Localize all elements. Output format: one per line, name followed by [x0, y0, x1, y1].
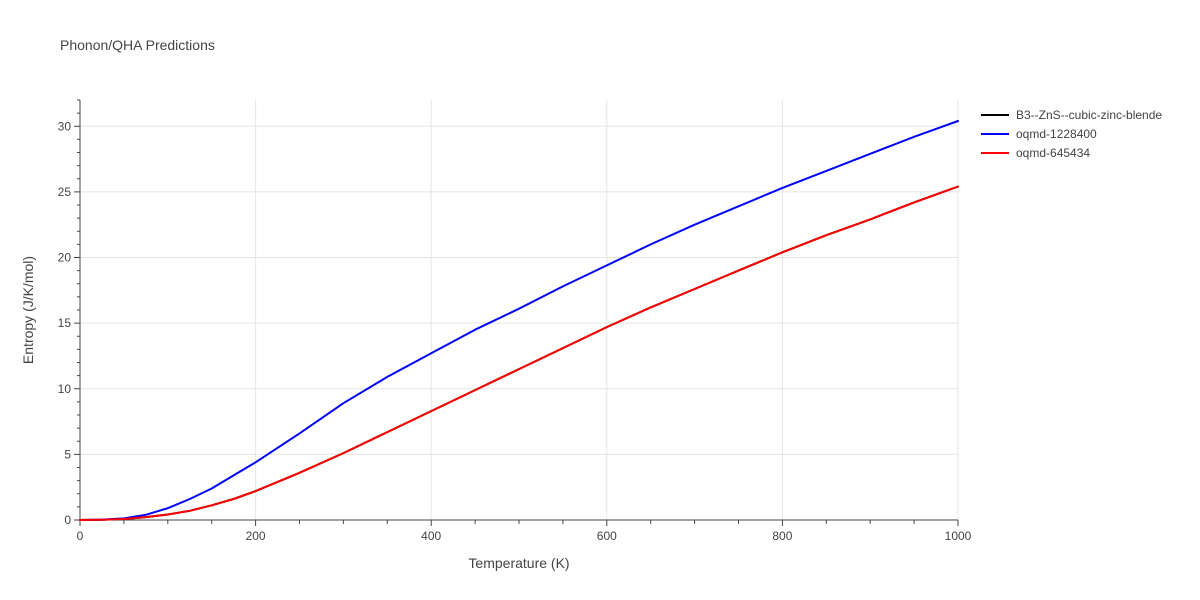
x-tick-label: 600 [597, 529, 617, 543]
legend-label-2: oqmd-645434 [1016, 146, 1090, 160]
y-axis-title: Entropy (J/K/mol) [20, 256, 36, 364]
x-tick-label: 0 [77, 529, 84, 543]
y-tick-label: 5 [64, 447, 71, 461]
x-tick-label: 800 [772, 529, 792, 543]
chart-title: Phonon/QHA Predictions [60, 37, 215, 53]
x-tick-label: 1000 [945, 529, 972, 543]
series-line-1 [79, 120, 959, 521]
grid [80, 100, 959, 520]
y-tick-label: 20 [58, 251, 72, 265]
axes [74, 99, 959, 526]
x-axis-title: Temperature (K) [468, 555, 569, 571]
x-tick-label: 400 [421, 529, 441, 543]
y-tick-label: 30 [58, 119, 72, 133]
y-tick-label: 15 [58, 316, 72, 330]
legend: B3--ZnS--cubic-zinc-blende oqmd-1228400 oq… [981, 108, 1162, 160]
y-tick-label: 25 [58, 185, 72, 199]
legend-label-1: oqmd-1228400 [1016, 127, 1097, 141]
series-lines [79, 120, 959, 521]
legend-label-0: B3--ZnS--cubic-zinc-blende [1016, 108, 1162, 122]
series-line-0 [79, 185, 959, 521]
y-tick-label: 0 [64, 513, 71, 527]
y-tick-label: 10 [58, 382, 72, 396]
series-line-2 [79, 185, 959, 521]
tick-labels: 0 200 400 600 800 1000 0 5 10 15 20 25 30 [58, 119, 972, 543]
x-tick-label: 200 [246, 529, 266, 543]
